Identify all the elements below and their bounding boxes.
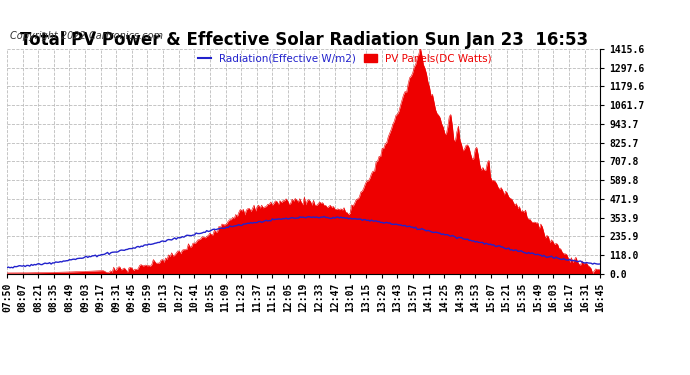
Legend: Radiation(Effective W/m2), PV Panels(DC Watts): Radiation(Effective W/m2), PV Panels(DC …: [199, 54, 492, 64]
Text: Copyright 2022 Cartronics.com: Copyright 2022 Cartronics.com: [10, 32, 164, 41]
Title: Total PV Power & Effective Solar Radiation Sun Jan 23  16:53: Total PV Power & Effective Solar Radiati…: [19, 31, 588, 49]
